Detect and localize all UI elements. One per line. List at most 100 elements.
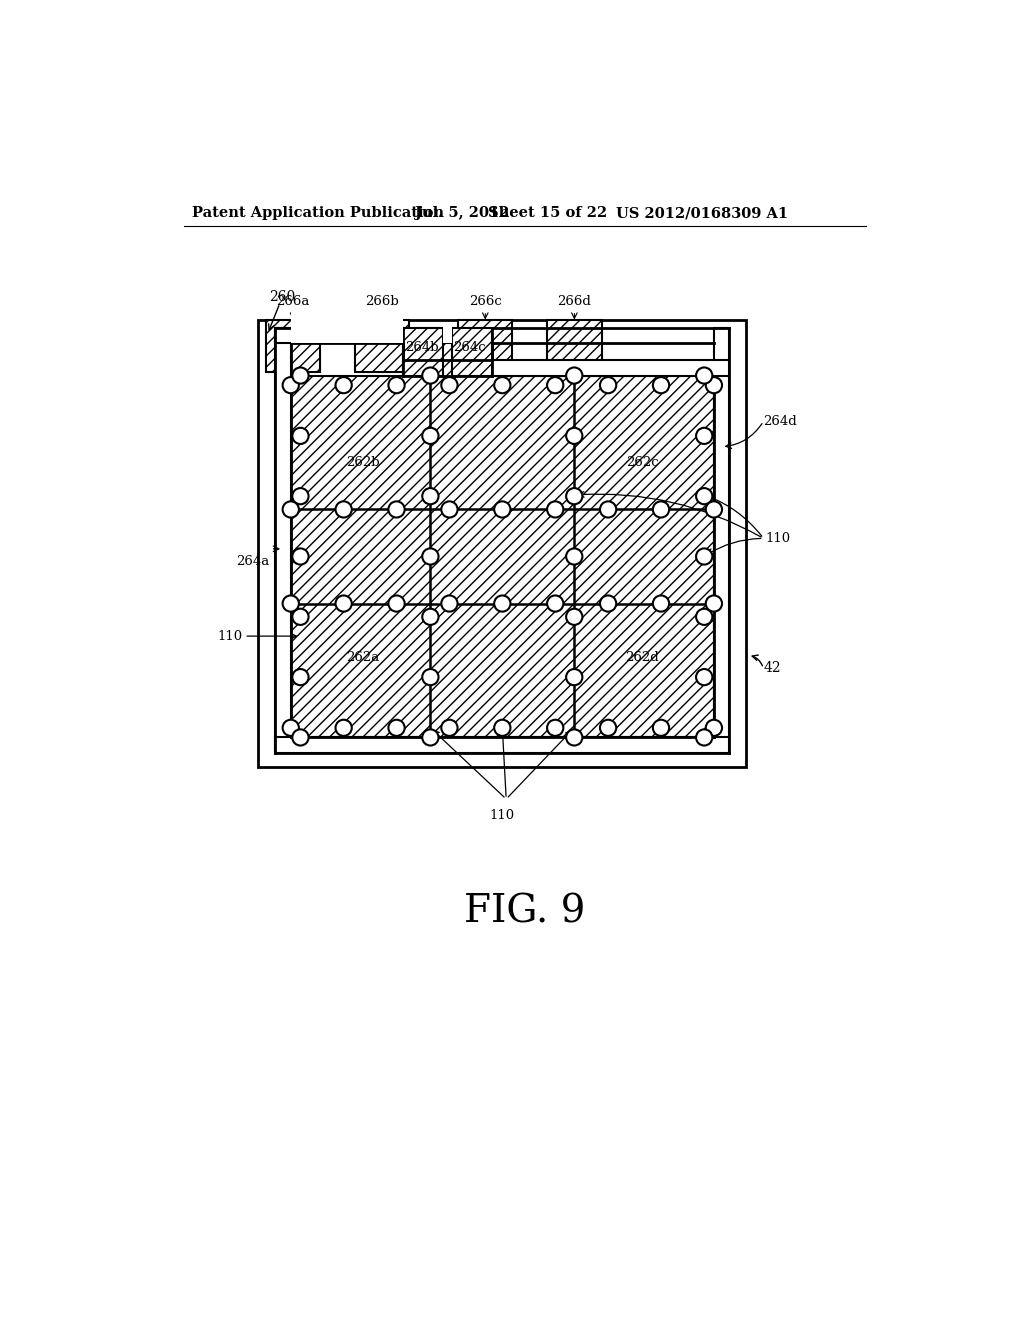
Bar <box>547 321 601 372</box>
Circle shape <box>292 548 308 565</box>
Bar <box>266 321 321 372</box>
Text: 266a: 266a <box>276 294 310 308</box>
Circle shape <box>600 502 616 517</box>
Circle shape <box>696 609 713 624</box>
Circle shape <box>696 548 713 565</box>
Circle shape <box>600 719 616 737</box>
Circle shape <box>441 378 458 393</box>
Circle shape <box>706 595 722 611</box>
Circle shape <box>292 488 308 504</box>
Circle shape <box>566 548 583 565</box>
Circle shape <box>653 719 669 737</box>
Text: 110: 110 <box>765 532 791 545</box>
Text: 110: 110 <box>489 809 515 822</box>
Circle shape <box>283 595 299 611</box>
Circle shape <box>292 669 308 685</box>
Circle shape <box>547 378 563 393</box>
Circle shape <box>283 378 299 393</box>
Circle shape <box>696 669 713 685</box>
Circle shape <box>441 502 458 517</box>
Bar <box>275 327 403 343</box>
Circle shape <box>566 367 583 384</box>
Text: 42: 42 <box>764 661 781 676</box>
Polygon shape <box>291 343 714 738</box>
Text: Sheet 15 of 22: Sheet 15 of 22 <box>488 206 607 220</box>
Text: 264c: 264c <box>454 341 486 354</box>
Circle shape <box>706 378 722 393</box>
Bar <box>355 321 410 372</box>
Text: Jul. 5, 2012: Jul. 5, 2012 <box>415 206 509 220</box>
Circle shape <box>441 595 458 611</box>
Circle shape <box>422 669 438 685</box>
Circle shape <box>495 378 510 393</box>
Circle shape <box>388 595 404 611</box>
Text: Patent Application Publication: Patent Application Publication <box>191 206 443 220</box>
Text: 264a: 264a <box>236 556 269 568</box>
Circle shape <box>696 428 713 444</box>
Circle shape <box>696 730 713 746</box>
Circle shape <box>696 488 713 504</box>
Text: 266d: 266d <box>557 294 591 308</box>
Circle shape <box>566 609 583 624</box>
Circle shape <box>566 669 583 685</box>
Text: 262c: 262c <box>626 455 658 469</box>
Circle shape <box>283 719 299 737</box>
Circle shape <box>653 595 669 611</box>
Bar <box>258 321 746 767</box>
Bar <box>403 327 443 376</box>
Circle shape <box>566 428 583 444</box>
Circle shape <box>422 488 438 504</box>
Circle shape <box>388 378 404 393</box>
Circle shape <box>566 730 583 746</box>
Circle shape <box>495 595 510 611</box>
Circle shape <box>706 719 722 737</box>
Circle shape <box>495 719 510 737</box>
Text: 110: 110 <box>217 630 243 643</box>
Bar <box>275 738 729 752</box>
Text: 262b: 262b <box>346 455 380 469</box>
Circle shape <box>422 367 438 384</box>
Bar <box>493 360 729 376</box>
Circle shape <box>292 609 308 624</box>
Text: 260: 260 <box>269 290 295 304</box>
Circle shape <box>653 502 669 517</box>
Text: 266c: 266c <box>469 294 502 308</box>
Circle shape <box>547 595 563 611</box>
Circle shape <box>422 730 438 746</box>
Bar <box>458 321 512 372</box>
Circle shape <box>336 502 352 517</box>
Text: 266b: 266b <box>366 294 399 308</box>
Circle shape <box>292 428 308 444</box>
Circle shape <box>336 595 352 611</box>
Bar <box>275 327 291 752</box>
Text: 262d: 262d <box>625 651 658 664</box>
Bar <box>714 327 729 752</box>
Circle shape <box>441 719 458 737</box>
Circle shape <box>600 378 616 393</box>
Circle shape <box>547 502 563 517</box>
Circle shape <box>422 548 438 565</box>
Circle shape <box>283 502 299 517</box>
Circle shape <box>336 719 352 737</box>
Bar <box>291 312 403 343</box>
Circle shape <box>292 367 308 384</box>
Circle shape <box>600 595 616 611</box>
Text: FIG. 9: FIG. 9 <box>464 894 586 931</box>
Text: 262a: 262a <box>346 651 379 664</box>
Circle shape <box>706 502 722 517</box>
Circle shape <box>388 719 404 737</box>
Circle shape <box>336 378 352 393</box>
Circle shape <box>696 367 713 384</box>
Circle shape <box>495 502 510 517</box>
Circle shape <box>422 609 438 624</box>
Circle shape <box>292 730 308 746</box>
Circle shape <box>653 378 669 393</box>
Text: US 2012/0168309 A1: US 2012/0168309 A1 <box>616 206 788 220</box>
Text: 264d: 264d <box>764 414 798 428</box>
Bar <box>452 327 493 376</box>
Circle shape <box>566 488 583 504</box>
Circle shape <box>547 719 563 737</box>
Text: 264b: 264b <box>404 341 438 354</box>
Bar <box>443 326 452 343</box>
Circle shape <box>388 502 404 517</box>
